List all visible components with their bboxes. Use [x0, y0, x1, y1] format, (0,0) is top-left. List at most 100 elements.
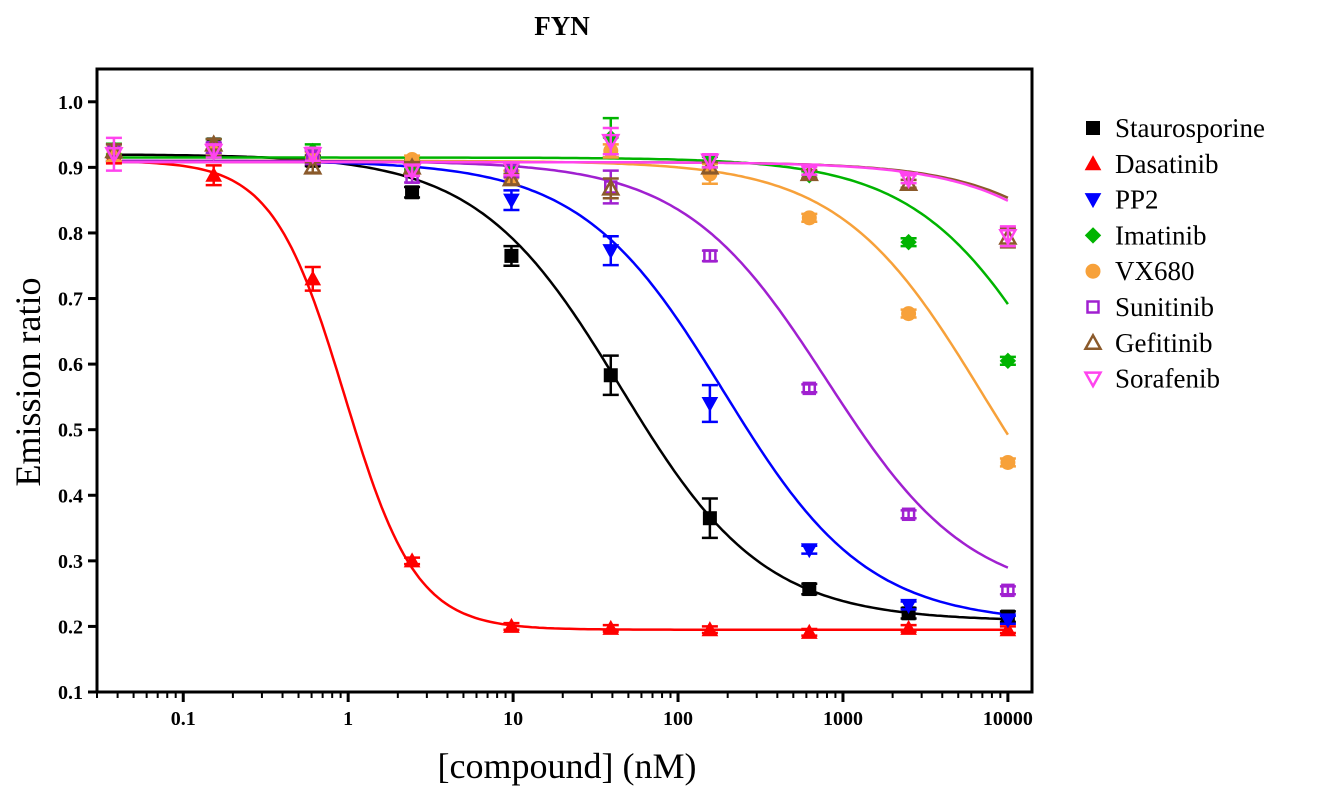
- legend-label: Dasatinib: [1115, 149, 1218, 179]
- y-axis-title: Emission ratio: [8, 278, 48, 487]
- legend-label: Imatinib: [1115, 220, 1206, 250]
- fit-curve-staurosporine: [108, 153, 1008, 621]
- data-point: [501, 169, 522, 187]
- data-point: [403, 552, 421, 568]
- data-point: [801, 210, 817, 226]
- data-point: [104, 147, 124, 165]
- data-point: [800, 623, 818, 639]
- series-gefitinib: [104, 134, 1018, 249]
- data-point: [900, 598, 917, 614]
- data-point: [799, 163, 819, 181]
- y-tick-label: 0.8: [58, 223, 83, 245]
- legend-item-vx680: VX680: [1085, 256, 1195, 286]
- series-sunitinib: [105, 140, 1016, 598]
- data-point: [503, 193, 520, 209]
- data-point: [1001, 583, 1015, 598]
- fit-curve-pp2: [108, 159, 1009, 616]
- legend-marker: [1084, 227, 1102, 244]
- legend-marker: [1086, 121, 1100, 135]
- data-point: [1000, 454, 1016, 470]
- legend-item-imatinib: Imatinib: [1084, 220, 1206, 250]
- x-tick-label: 0.1: [171, 708, 196, 730]
- y-tick-label: 0.6: [58, 354, 83, 376]
- data-point: [602, 244, 620, 260]
- data-point: [504, 248, 519, 263]
- data-point: [304, 270, 322, 286]
- x-tick-label: 1000: [823, 708, 863, 730]
- y-tick-label: 1.0: [58, 92, 83, 114]
- legend-label: Sorafenib: [1115, 364, 1220, 394]
- data-point: [900, 233, 917, 251]
- chart-title: FYN: [534, 11, 590, 41]
- data-point: [601, 178, 621, 196]
- data-point: [701, 396, 719, 412]
- legend-marker: [1083, 332, 1103, 351]
- data-point: [900, 619, 917, 635]
- y-tick-label: 0.5: [58, 420, 83, 442]
- x-tick-label: 1: [343, 708, 353, 730]
- data-point: [303, 147, 323, 165]
- legend-item-dasatinib: Dasatinib: [1084, 149, 1218, 179]
- legend-item-gefitinib: Gefitinib: [1083, 328, 1212, 358]
- legend-marker: [1085, 263, 1101, 279]
- x-axis-title: [compound] (nM): [438, 746, 697, 786]
- data-point: [703, 249, 717, 263]
- data-point: [702, 511, 717, 526]
- legend-label: VX680: [1115, 256, 1195, 286]
- data-point: [901, 306, 917, 322]
- y-tick-label: 0.2: [58, 616, 83, 638]
- legend-item-sunitinib: Sunitinib: [1086, 292, 1214, 322]
- series-sorafenib: [104, 126, 1018, 248]
- legend-marker: [1083, 371, 1103, 389]
- legend-label: Staurosporine: [1115, 113, 1265, 143]
- legend-marker: [1084, 155, 1102, 171]
- data-point: [501, 161, 522, 179]
- data-point: [999, 352, 1017, 370]
- data-point: [998, 228, 1018, 247]
- fit-curve-sorafenib: [108, 160, 1009, 202]
- plot-frame: [95, 67, 1034, 694]
- data-point: [802, 582, 817, 597]
- legend-item-pp2: PP2: [1084, 185, 1159, 215]
- legend-marker: [1086, 300, 1100, 314]
- x-tick-label: 10: [503, 708, 523, 730]
- series-staurosporine: [105, 137, 1016, 624]
- data-point: [603, 368, 618, 383]
- data-point: [700, 153, 720, 171]
- legend-marker: [1084, 193, 1102, 209]
- y-tick-label: 0.4: [58, 485, 83, 507]
- y-tick-label: 0.9: [58, 157, 83, 179]
- fit-curve-dasatinib: [107, 160, 1008, 631]
- data-point: [901, 507, 916, 522]
- data-point: [701, 621, 719, 637]
- data-point: [402, 163, 422, 181]
- fit-curve-sunitinib: [108, 159, 1009, 569]
- legend-label: PP2: [1115, 185, 1159, 215]
- legend: Staurosporine Dasatinib PP2 Imatinib VX680 Su…: [1083, 113, 1265, 394]
- data-point: [800, 543, 818, 559]
- y-tick-label: 0.3: [58, 551, 83, 573]
- y-tick-label: 0.7: [58, 289, 83, 311]
- data-point: [898, 171, 919, 190]
- fit-curve-imatinib: [108, 156, 1009, 305]
- data-point: [601, 133, 621, 152]
- data-point: [802, 381, 817, 396]
- x-tick-label: 100: [663, 708, 693, 730]
- legend-item-staurosporine: Staurosporine: [1086, 113, 1265, 143]
- plot-area: [104, 116, 1018, 639]
- axes: 0.1 0.2 0.3 0.4 0.5 0.6 0.7 0.8 0.9 1.0 0.1 1 10 100 1…: [58, 67, 1034, 730]
- x-tick-label: 10000: [983, 708, 1033, 730]
- data-point: [405, 185, 420, 200]
- data-point: [205, 166, 223, 182]
- data-point: [303, 157, 323, 175]
- series-dasatinib: [105, 146, 1017, 639]
- data-point: [999, 621, 1017, 637]
- data-point: [999, 613, 1017, 629]
- data-point: [602, 619, 620, 635]
- data-point: [204, 143, 224, 162]
- legend-item-sorafenib: Sorafenib: [1083, 364, 1220, 394]
- legend-label: Sunitinib: [1115, 292, 1214, 322]
- data-point: [503, 617, 520, 633]
- series-pp2: [105, 142, 1017, 629]
